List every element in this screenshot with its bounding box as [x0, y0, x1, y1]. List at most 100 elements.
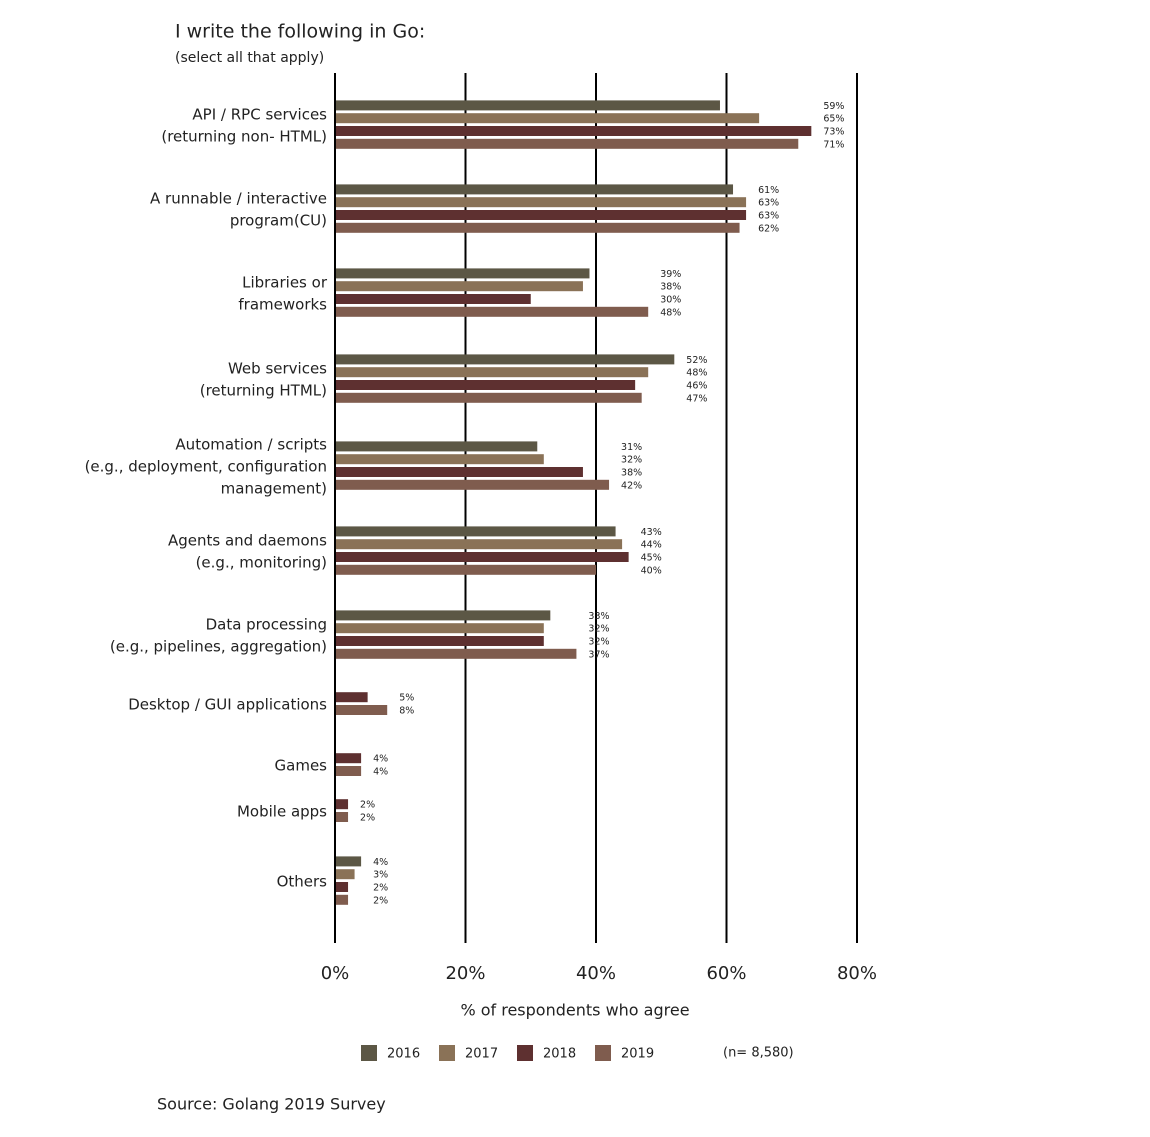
bar [335, 636, 544, 646]
bar [335, 392, 642, 403]
y-tick-label: Mobile apps [237, 803, 327, 821]
x-tick-label: 40% [576, 963, 616, 984]
value-label: 48% [686, 368, 707, 379]
bar [335, 281, 583, 292]
bar [335, 113, 760, 124]
value-label: 45% [641, 553, 662, 564]
value-label: 59% [823, 101, 844, 112]
bar [335, 705, 388, 715]
bar [335, 692, 368, 703]
value-label: 40% [641, 565, 662, 576]
y-tick-label: Data processing [206, 616, 327, 634]
bar [335, 306, 649, 317]
bar [335, 138, 799, 149]
y-tick-label: Games [275, 757, 328, 775]
value-label: 2% [373, 895, 388, 906]
value-label: 32% [588, 637, 609, 648]
bar [335, 882, 349, 892]
x-tick-label: 80% [837, 963, 877, 984]
value-label: 5% [399, 693, 414, 704]
bar [335, 222, 740, 233]
bar [335, 197, 747, 208]
bar [335, 126, 812, 136]
bar [335, 856, 362, 867]
value-label: 48% [660, 307, 681, 318]
y-tick-label: API / RPC services [192, 106, 327, 124]
y-tick-label: management) [221, 480, 327, 498]
y-tick-label: Others [277, 873, 328, 891]
bar [335, 539, 623, 550]
value-label: 33% [588, 611, 609, 622]
value-label: 37% [588, 649, 609, 660]
value-label: 42% [621, 480, 642, 491]
y-tick-label: (returning HTML) [200, 382, 327, 400]
value-label: 2% [373, 883, 388, 894]
value-label: 43% [641, 527, 662, 538]
bar [335, 479, 610, 490]
bar [335, 354, 675, 365]
value-label: 39% [660, 269, 681, 280]
bar [335, 648, 577, 659]
bar [335, 623, 544, 634]
y-tick-label: program(CU) [230, 212, 327, 230]
bar [335, 812, 349, 822]
value-label: 38% [660, 282, 681, 293]
bar [335, 294, 531, 304]
y-tick-label: Agents and daemons [168, 532, 327, 550]
value-label: 2% [360, 813, 375, 824]
legend-label: 2017 [465, 1047, 498, 1062]
bar [335, 367, 649, 378]
value-label: 62% [758, 223, 779, 234]
value-label: 32% [621, 455, 642, 466]
value-label: 46% [686, 381, 707, 392]
bar [335, 552, 629, 562]
y-tick-label: (e.g., pipelines, aggregation) [110, 638, 327, 656]
source: Source: Golang 2019 Survey [157, 1095, 386, 1114]
value-label: 52% [686, 355, 707, 366]
y-tick-label: Web services [228, 360, 327, 378]
y-tick-label: (e.g., monitoring) [196, 554, 327, 572]
legend-swatch [361, 1045, 377, 1061]
bar [335, 610, 551, 621]
legend-swatch [595, 1045, 611, 1061]
value-label: 32% [588, 624, 609, 635]
note: (n= 8,580) [723, 1046, 794, 1061]
value-label: 3% [373, 870, 388, 881]
value-label: 30% [660, 295, 681, 306]
bar [335, 268, 590, 279]
bar [335, 799, 349, 810]
bar [335, 100, 720, 111]
value-label: 47% [686, 393, 707, 404]
bar [335, 766, 362, 776]
value-label: 31% [621, 442, 642, 453]
value-label: 8% [399, 706, 414, 717]
legend-label: 2018 [543, 1047, 576, 1062]
legend-label: 2019 [621, 1047, 654, 1062]
chart-subtitle: (select all that apply) [175, 50, 324, 66]
legend-label: 2016 [387, 1047, 420, 1062]
value-label: 2% [360, 800, 375, 811]
y-tick-label: Automation / scripts [175, 436, 327, 454]
x-tick-label: 0% [321, 963, 350, 984]
value-label: 4% [373, 857, 388, 868]
x-tick-label: 20% [445, 963, 485, 984]
bar [335, 869, 355, 880]
y-tick-label: (returning non- HTML) [161, 128, 327, 146]
x-tick-label: 60% [706, 963, 746, 984]
bar [335, 564, 596, 575]
bar [335, 210, 747, 220]
bar [335, 441, 538, 452]
value-label: 4% [373, 767, 388, 778]
value-label: 71% [823, 139, 844, 150]
value-label: 73% [823, 127, 844, 138]
value-label: 63% [758, 198, 779, 209]
x-axis-label: % of respondents who agree [460, 1001, 689, 1020]
bar [335, 753, 362, 764]
legend-swatch [439, 1045, 455, 1061]
y-tick-label: A runnable / interactive [150, 190, 327, 208]
bar [335, 467, 583, 477]
legend-swatch [517, 1045, 533, 1061]
y-tick-label: Libraries or [242, 274, 328, 292]
value-label: 65% [823, 114, 844, 125]
